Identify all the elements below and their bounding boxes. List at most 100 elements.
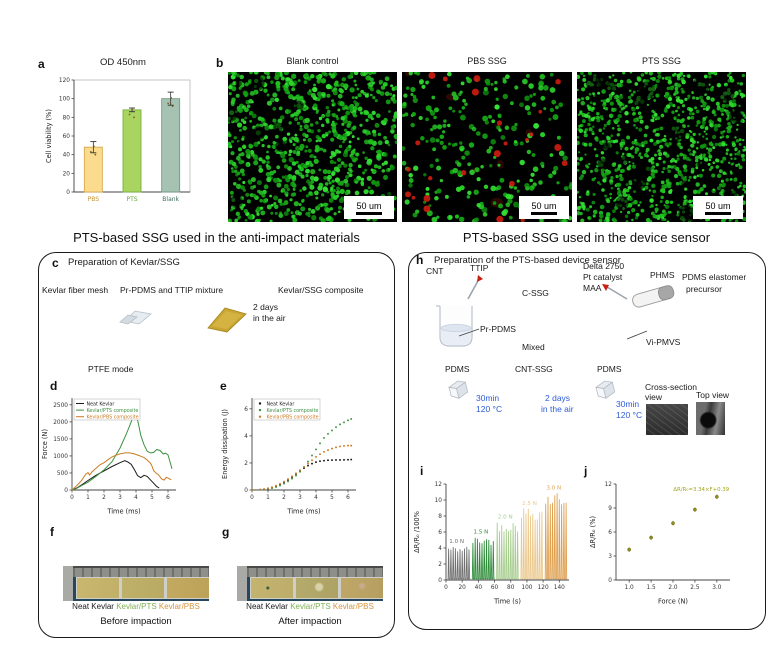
label-2-days: 2 days: [253, 302, 279, 312]
panel-letter-i: i: [420, 464, 424, 478]
svg-text:3.0: 3.0: [712, 585, 722, 591]
label-kevlar-pts: Kevlar/PTS: [290, 602, 331, 611]
caption-after-impaction: After impaction: [278, 616, 342, 627]
beaker-icon: [436, 305, 473, 347]
svg-text:2.0: 2.0: [668, 585, 678, 591]
svg-text:0: 0: [438, 578, 442, 584]
svg-text:6: 6: [346, 495, 350, 501]
svg-text:20: 20: [458, 585, 466, 591]
pdms-mold-icon-1: [448, 380, 469, 399]
svg-text:Neat Kevlar: Neat Kevlar: [267, 401, 295, 407]
label-bake1-temp: 120 °C: [476, 404, 503, 414]
svg-text:PTS: PTS: [126, 196, 137, 203]
svg-text:0: 0: [70, 495, 74, 501]
svg-text:100: 100: [521, 585, 532, 591]
label-in-the-air: in the air: [253, 313, 286, 323]
svg-text:4: 4: [438, 546, 442, 552]
scale-bar-line: [356, 211, 382, 215]
svg-text:1000: 1000: [53, 454, 68, 460]
svg-text:1: 1: [266, 495, 270, 501]
panel-letter-j: j: [584, 464, 588, 478]
svg-text:9: 9: [608, 506, 612, 512]
svg-text:0: 0: [444, 585, 448, 591]
label-bake2-temp: 120 °C: [616, 410, 643, 420]
micro-image-blank-render: [222, 69, 401, 225]
svg-text:140: 140: [554, 585, 565, 591]
micro-image-pbs-ssg: 50 um: [400, 69, 575, 225]
svg-text:ΔR/R₀ /100%: ΔR/R₀ /100%: [413, 511, 421, 553]
panel-letter-g: g: [222, 525, 230, 539]
svg-text:1500: 1500: [53, 437, 68, 443]
label-neat-kevlar: Neat Kevlar: [246, 602, 288, 611]
label-pdms-2: PDMS: [597, 364, 622, 374]
svg-text:Cell viability (%): Cell viability (%): [45, 109, 53, 163]
svg-text:6: 6: [166, 495, 170, 501]
label-kevlar-pbs: Kevlar/PBS: [158, 602, 200, 611]
scale-bar-pbs: 50 um: [519, 196, 569, 219]
svg-text:2: 2: [282, 495, 286, 501]
label-precursor: precursor: [686, 284, 722, 294]
label-pt-catalyst: Pt catalyst: [583, 272, 623, 282]
scale-label: 50 um: [705, 200, 731, 211]
svg-text:0: 0: [244, 488, 248, 494]
svg-text:80: 80: [507, 585, 515, 591]
svg-text:1.0: 1.0: [625, 585, 635, 591]
bar-chart-cell-viability: 0 20 40 60 80 100 120 Cell viability (%) PBS PTS B…: [45, 78, 191, 203]
label-kevlar-ssg-composite: Kevlar/SSG composite: [278, 285, 364, 295]
photo-before-impaction: [63, 566, 209, 601]
label-cross-section-1: Cross-section: [645, 382, 697, 392]
kevlar-mesh-icon: [119, 310, 152, 325]
svg-text:Blank: Blank: [162, 196, 179, 203]
panel-c-title: Preparation of Kevlar/SSG: [68, 257, 180, 268]
swatch-kevlar-pbs: [167, 578, 209, 598]
label-phms: PHMS: [650, 270, 675, 280]
label-cross-section-2: view: [645, 392, 663, 402]
sample-strip: [73, 577, 209, 601]
svg-text:ΔR/R₀=3.34×F+0.39: ΔR/R₀=3.34×F+0.39: [673, 487, 729, 493]
svg-text:2500: 2500: [53, 403, 68, 409]
label-kevlar-fiber-mesh: Kevlar fiber mesh: [42, 285, 109, 295]
micro-image-pts-ssg: 50 um: [575, 70, 748, 224]
panel-a-title: OD 450nm: [100, 57, 146, 68]
svg-text:5: 5: [150, 495, 154, 501]
ruler-strip: [73, 566, 209, 579]
scale-bar-pts: 50 um: [693, 196, 743, 219]
svg-text:3: 3: [118, 495, 122, 501]
svg-text:60: 60: [63, 134, 71, 140]
section-heading-device-sensor: PTS-based SSG used in the device sensor: [462, 230, 711, 245]
svg-text:2: 2: [438, 562, 442, 568]
svg-text:60: 60: [491, 585, 499, 591]
svg-text:40: 40: [63, 153, 71, 159]
panel-letter-a: a: [38, 57, 45, 71]
svg-text:Time (s): Time (s): [493, 598, 521, 606]
svg-text:Kevlar/PTS composite: Kevlar/PTS composite: [267, 408, 319, 414]
swatch-kevlar-pbs: [341, 578, 383, 598]
label-pdms-elastomer: PDMS elastomer: [682, 272, 747, 282]
sample-labels-f: Neat Kevlar Kevlar/PTS Kevlar/PBS: [60, 602, 212, 611]
svg-text:0: 0: [608, 578, 612, 584]
svg-text:Neat Kevlar: Neat Kevlar: [87, 401, 115, 407]
svg-text:Kevlar/PBS composite: Kevlar/PBS composite: [87, 415, 139, 421]
svg-text:PBS: PBS: [88, 196, 100, 203]
label-delta-2750: Delta 2750: [583, 261, 625, 271]
label-bake2-time: 30min: [616, 399, 640, 409]
scatter-chart-resistance-force: 1.0 1.5 2.0 2.5 3.0 0 3 6 9 12 Force (N) ΔR/R₀ (%) Δ…: [589, 482, 730, 606]
svg-text:3: 3: [608, 554, 612, 560]
svg-text:4: 4: [134, 495, 138, 501]
pointer-line-vipmvs: [626, 330, 648, 340]
micro-title-pbs: PBS SSG: [467, 56, 507, 66]
line-chart-energy-dissipation: 0 1 2 3 4 5 6 0 2 4 6 Time (ms) Energy dissipation (…: [221, 398, 356, 516]
label-pr-pdms: Pr-PDMS: [480, 324, 516, 334]
sample-strip: [247, 577, 383, 601]
micro-title-pts: PTS SSG: [641, 56, 681, 66]
svg-text:100: 100: [59, 97, 70, 103]
section-heading-anti-impact: PTS-based SSG used in the anti-impact ma…: [73, 230, 360, 245]
svg-text:0: 0: [250, 495, 254, 501]
panel-h-title: Preparation of the PTS-based device sens…: [434, 255, 621, 266]
svg-text:8: 8: [438, 514, 442, 520]
svg-text:80: 80: [63, 115, 71, 121]
cross-section-sem-image: [646, 404, 688, 435]
swatch-kevlar-pts: [296, 578, 338, 598]
label-kevlar-pts: Kevlar/PTS: [116, 602, 157, 611]
